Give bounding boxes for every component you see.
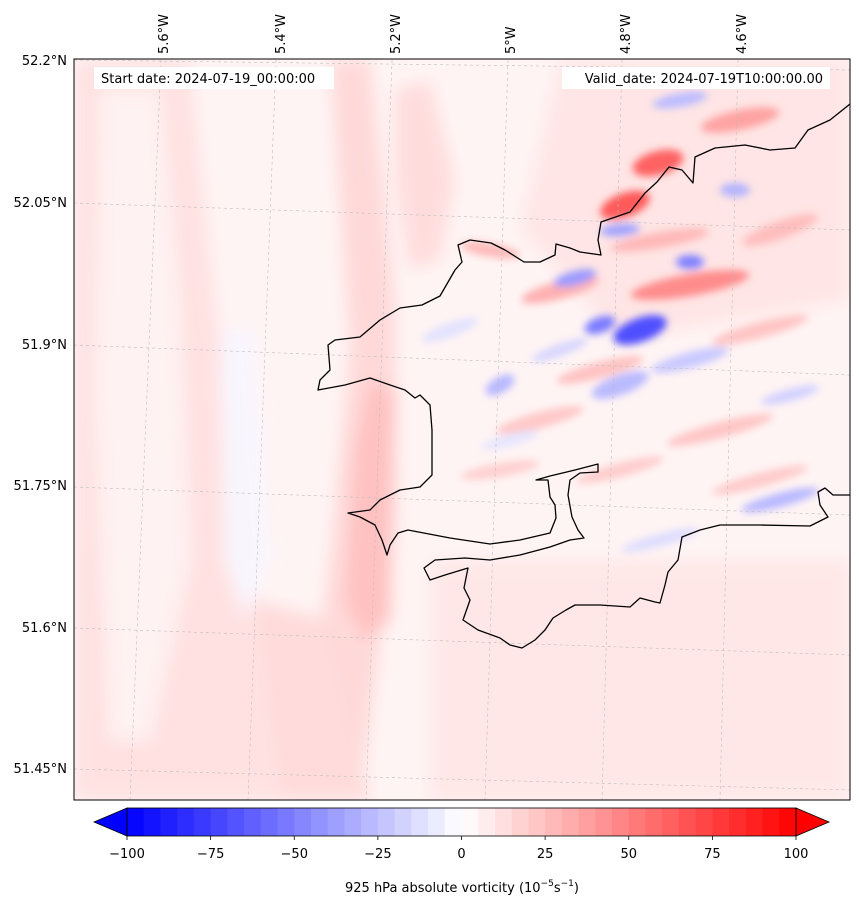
colorbar-cell bbox=[662, 808, 680, 836]
colorbar-cell bbox=[628, 808, 646, 836]
colorbar-cell bbox=[578, 808, 596, 836]
colorbar-cell bbox=[762, 808, 780, 836]
colorbar-cell bbox=[127, 808, 145, 836]
colorbar-cell bbox=[244, 808, 262, 836]
colorbar-cell bbox=[210, 808, 228, 836]
lat-tick-label: 52.2°N bbox=[22, 54, 67, 69]
lat-tick-label: 51.6°N bbox=[22, 621, 67, 636]
longitude-ticks: 5.6°W 5.4°W 5.2°W 5°W 4.8°W 4.6°W bbox=[157, 14, 750, 54]
colorbar-extend-max bbox=[795, 807, 831, 837]
colorbar-cell bbox=[612, 808, 630, 836]
lon-tick-label: 5°W bbox=[504, 26, 519, 54]
colorbar-cell bbox=[344, 808, 362, 836]
colorbar-tick-label: −75 bbox=[197, 847, 224, 862]
colorbar-cell bbox=[561, 808, 579, 836]
colorbar-cell bbox=[712, 808, 730, 836]
start-date-text: Start date: 2024-07-19_00:00:00 bbox=[101, 72, 315, 87]
colorbar-cell bbox=[160, 808, 178, 836]
lon-tick-label: 5.6°W bbox=[157, 14, 172, 54]
colorbar-cell bbox=[695, 808, 713, 836]
colorbar-cell bbox=[528, 808, 546, 836]
colorbar: −100 −75 −50 −25 0 25 50 75 100 925 hPa absolute… bbox=[92, 807, 831, 896]
lat-tick-label: 52.05°N bbox=[14, 196, 67, 211]
colorbar-tick-label: −100 bbox=[109, 847, 145, 862]
lat-tick-label: 51.45°N bbox=[14, 762, 67, 777]
start-date-box: Start date: 2024-07-19_00:00:00 bbox=[94, 67, 334, 89]
colorbar-cell bbox=[428, 808, 446, 836]
colorbar-cell bbox=[310, 808, 329, 836]
colorbar-cell bbox=[545, 808, 563, 836]
colorbar-cell bbox=[595, 808, 613, 836]
valid-date-box: Valid_date: 2024-07-19T10:00:00.00 bbox=[562, 67, 830, 89]
colorbar-cell bbox=[143, 808, 161, 836]
colorbar-tick-label: 100 bbox=[784, 847, 809, 862]
colorbar-tick-label: 50 bbox=[620, 847, 637, 862]
colorbar-tick-label: −25 bbox=[364, 847, 391, 862]
lon-tick-label: 5.4°W bbox=[274, 14, 289, 54]
colorbar-cell bbox=[461, 808, 479, 836]
colorbar-tick-label: 0 bbox=[457, 847, 465, 862]
colorbar-cell bbox=[277, 808, 295, 836]
colorbar-cell bbox=[779, 808, 797, 836]
lon-tick-label: 4.6°W bbox=[735, 14, 750, 54]
colorbar-cell bbox=[361, 808, 379, 836]
colorbar-cell bbox=[260, 808, 278, 836]
colorbar-cell bbox=[444, 808, 462, 836]
colorbar-cell bbox=[327, 808, 345, 836]
colorbar-cell bbox=[411, 808, 429, 836]
vorticity-field bbox=[74, 59, 850, 800]
colorbar-cell bbox=[394, 808, 412, 836]
lat-tick-label: 51.75°N bbox=[14, 479, 67, 494]
lon-tick-label: 5.2°W bbox=[389, 14, 404, 54]
colorbar-cell bbox=[294, 808, 312, 836]
colorbar-cell bbox=[511, 808, 529, 836]
colorbar-tick-label: 75 bbox=[704, 847, 721, 862]
colorbar-title: 925 hPa absolute vorticity (10−5s−1) bbox=[345, 879, 579, 896]
colorbar-cell bbox=[494, 808, 513, 836]
colorbar-cell bbox=[678, 808, 697, 836]
plot-frame bbox=[73, 58, 851, 801]
lat-tick-label: 51.9°N bbox=[22, 338, 67, 353]
colorbar-ticks: −100 −75 −50 −25 0 25 50 75 100 bbox=[109, 836, 808, 862]
colorbar-cell bbox=[227, 808, 245, 836]
colorbar-cell bbox=[177, 808, 195, 836]
colorbar-tick-label: −50 bbox=[281, 847, 308, 862]
lon-tick-label: 4.8°W bbox=[619, 14, 634, 54]
coastline bbox=[317, 103, 850, 649]
colorbar-cell bbox=[745, 808, 763, 836]
colorbar-cells bbox=[127, 808, 797, 836]
colorbar-cell bbox=[377, 808, 396, 836]
colorbar-cell bbox=[193, 808, 212, 836]
colorbar-cell bbox=[645, 808, 663, 836]
colorbar-extend-min bbox=[92, 807, 128, 837]
valid-date-text: Valid_date: 2024-07-19T10:00:00.00 bbox=[585, 72, 823, 87]
colorbar-tick-label: 25 bbox=[537, 847, 554, 862]
latitude-ticks: 52.2°N 52.05°N 51.9°N 51.75°N 51.6°N 51.… bbox=[14, 54, 67, 777]
colorbar-cell bbox=[729, 808, 747, 836]
colorbar-cell bbox=[478, 808, 496, 836]
